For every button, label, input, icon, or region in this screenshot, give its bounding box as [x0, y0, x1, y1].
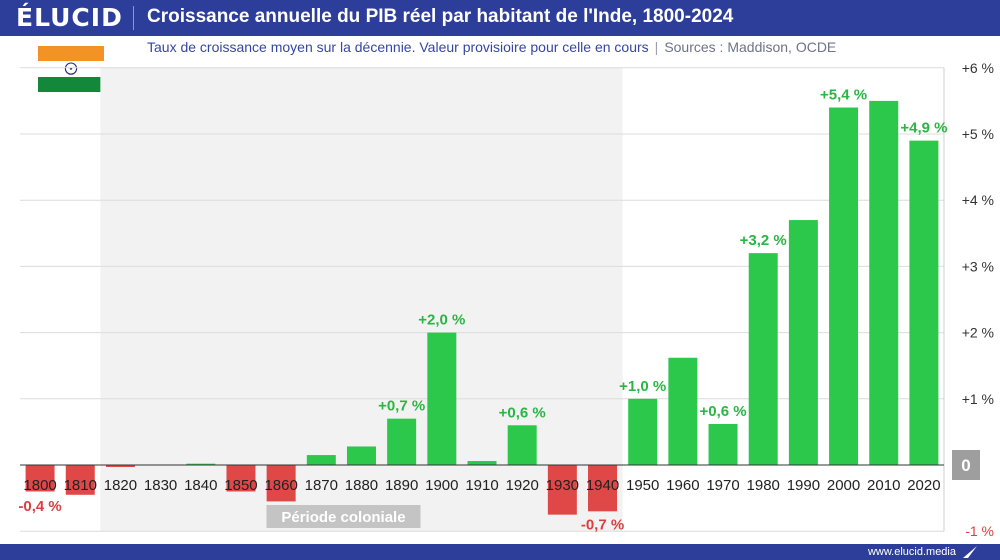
y-tick-label: -1 % — [965, 523, 994, 539]
x-tick-label: 1900 — [425, 477, 458, 494]
y-tick-label: +1 % — [962, 391, 994, 407]
data-label: +0,7 % — [378, 398, 425, 415]
flag-band-green — [38, 76, 104, 92]
data-label: +0,6 % — [699, 403, 746, 420]
colonial-period-label: Période coloniale — [281, 509, 405, 526]
x-tick-label: 1970 — [706, 477, 739, 494]
bar — [788, 220, 818, 465]
x-tick-label: 1910 — [465, 477, 498, 494]
y-tick-label: +5 % — [962, 126, 994, 142]
bar — [226, 465, 256, 492]
data-label: +3,2 % — [740, 232, 787, 249]
bar — [708, 423, 738, 465]
india-flag-icon — [38, 46, 104, 92]
y-tick-label: +6 % — [962, 60, 994, 76]
bar — [105, 465, 135, 467]
x-tick-label: 1940 — [586, 477, 619, 494]
x-tick-label: 1820 — [104, 477, 137, 494]
y-tick-label: 0 — [961, 456, 970, 475]
x-tick-label: 1880 — [345, 477, 378, 494]
bar — [65, 465, 95, 495]
x-tick-label: 1890 — [385, 477, 418, 494]
x-tick-label: 2020 — [907, 477, 940, 494]
bar — [387, 418, 417, 465]
bar — [588, 465, 618, 512]
bar — [346, 446, 376, 465]
x-tick-label: 2000 — [827, 477, 860, 494]
data-label: -0,7 % — [581, 516, 624, 533]
x-tick-label: 1830 — [144, 477, 177, 494]
header-divider — [133, 6, 134, 30]
data-label: +0,6 % — [499, 404, 546, 421]
x-tick-label: 2010 — [867, 477, 900, 494]
bar — [467, 461, 497, 465]
x-tick-label: 1920 — [505, 477, 538, 494]
bar — [186, 463, 216, 465]
bar — [427, 332, 457, 465]
subtitle-separator: | — [654, 39, 659, 55]
paper-plane-icon — [963, 546, 977, 558]
subtitle-text: Taux de croissance moyen sur la décennie… — [147, 39, 649, 55]
data-label: -0,4 % — [18, 498, 61, 515]
bar-chart: +6 % +5 % +4 % +3 % +2 % +1 % 0 -1 % 1800 1810 182… — [18, 60, 994, 539]
x-tick-label: 1870 — [305, 477, 338, 494]
footer-url-link[interactable]: www.elucid.media — [867, 546, 956, 558]
x-tick-label: 1930 — [546, 477, 579, 494]
bar — [748, 253, 778, 465]
x-tick-label: 1810 — [64, 477, 97, 494]
bar — [869, 100, 899, 466]
y-tick-label: +4 % — [962, 192, 994, 208]
bar — [628, 398, 658, 465]
chart-title: Croissance annuelle du PIB réel par habi… — [147, 6, 734, 27]
bar — [909, 140, 939, 465]
bar — [829, 107, 859, 466]
x-tick-label: 1800 — [23, 477, 56, 494]
data-label: +1,0 % — [619, 378, 666, 395]
data-label: +2,0 % — [418, 312, 465, 329]
x-tick-label: 1840 — [184, 477, 217, 494]
zero-badge — [952, 450, 980, 480]
sources-text: Sources : Maddison, OCDE — [664, 39, 837, 55]
y-tick-label: +2 % — [962, 325, 994, 341]
data-label: +4,9 % — [900, 120, 947, 137]
y-tick-label: +3 % — [962, 258, 994, 274]
chart-subtitle: Taux de croissance moyen sur la décennie… — [147, 39, 836, 55]
flag-band-white — [38, 61, 104, 77]
ashoka-chakra-icon — [64, 62, 78, 76]
bar — [668, 357, 698, 465]
footer-bar: www.elucid.media — [0, 544, 1000, 560]
x-tick-label: 1850 — [224, 477, 257, 494]
x-tick-label: 1960 — [666, 477, 699, 494]
bar — [25, 465, 55, 492]
colonial-period-badge — [266, 505, 421, 528]
x-tick-label: 1980 — [747, 477, 780, 494]
x-tick-label: 1860 — [264, 477, 297, 494]
x-tick-label: 1990 — [787, 477, 820, 494]
bar — [306, 455, 336, 465]
x-tick-label: 1950 — [626, 477, 659, 494]
bar — [507, 425, 537, 465]
brand-logo[interactable]: ÉLUCID — [16, 3, 123, 32]
flag-band-saffron — [38, 46, 104, 62]
bar — [547, 465, 577, 515]
bar — [266, 465, 296, 502]
header-bar: ÉLUCID Croissance annuelle du PIB réel p… — [0, 0, 1000, 36]
data-label: +5,4 % — [820, 87, 867, 104]
